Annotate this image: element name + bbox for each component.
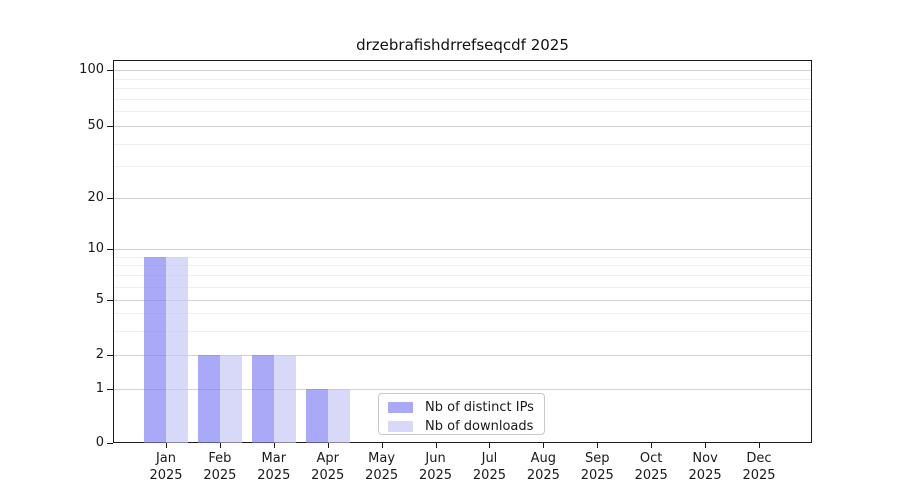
bar-downloads — [327, 389, 350, 443]
minor-gridline — [114, 98, 811, 100]
minor-gridline — [114, 275, 811, 277]
bar-distinct-ips — [251, 355, 274, 443]
x-tick-label: Apr 2025 — [311, 451, 345, 483]
x-tick-label: Jun 2025 — [418, 451, 453, 483]
y-tick-mark — [107, 355, 113, 356]
y-tick-label: 2 — [95, 347, 104, 362]
x-tick-mark — [166, 443, 167, 448]
minor-gridline — [114, 78, 811, 80]
y-tick-label: 50 — [87, 118, 104, 133]
y-tick-mark — [107, 389, 113, 390]
y-tick-mark — [107, 249, 113, 250]
y-tick-label: 100 — [79, 62, 104, 77]
x-tick-label: Sep 2025 — [580, 451, 614, 483]
y-tick-label: 1 — [95, 381, 104, 396]
minor-gridline — [114, 88, 811, 90]
legend: Nb of distinct IPs Nb of downloads — [378, 393, 545, 435]
x-tick-label: Nov 2025 — [688, 451, 722, 483]
bar-downloads — [166, 256, 188, 443]
minor-gridline — [114, 111, 811, 113]
bar-distinct-ips — [197, 355, 220, 443]
x-tick-label: Dec 2025 — [742, 451, 776, 483]
x-tick-label: Aug 2025 — [526, 451, 560, 483]
legend-item: Nb of distinct IPs — [388, 399, 544, 415]
bar-downloads — [273, 355, 296, 443]
legend-swatch — [388, 401, 413, 413]
y-tick-mark — [107, 198, 113, 199]
x-tick-mark — [219, 443, 221, 448]
minor-gridline — [114, 143, 811, 145]
legend-label: Nb of downloads — [425, 418, 534, 434]
bar-distinct-ips — [305, 389, 328, 443]
x-tick-mark — [381, 443, 383, 448]
x-tick-mark — [543, 443, 545, 448]
bar-distinct-ips — [144, 256, 166, 443]
x-tick-label: May 2025 — [365, 451, 399, 483]
x-tick-mark — [435, 443, 437, 448]
x-tick-label: Oct 2025 — [634, 451, 668, 483]
x-tick-label: Jul 2025 — [472, 451, 506, 483]
major-gridline — [114, 355, 811, 356]
major-gridline — [114, 389, 811, 390]
major-gridline — [114, 300, 811, 301]
y-tick-mark — [107, 70, 113, 71]
y-tick-label: 10 — [87, 241, 104, 256]
x-tick-mark — [759, 443, 760, 448]
chart-title: drzebrafishdrrefseqcdf 2025 — [356, 36, 569, 54]
y-tick-mark — [107, 300, 113, 301]
minor-gridline — [114, 166, 811, 168]
legend-label: Nb of distinct IPs — [425, 399, 534, 415]
major-gridline — [114, 249, 811, 250]
legend-item: Nb of downloads — [388, 418, 544, 434]
minor-gridline — [114, 265, 811, 267]
x-tick-mark — [489, 443, 491, 448]
x-tick-mark — [651, 443, 653, 448]
x-tick-mark — [597, 443, 599, 448]
x-tick-label: Mar 2025 — [257, 451, 291, 483]
major-gridline — [114, 70, 811, 71]
y-tick-label: 5 — [95, 292, 104, 307]
minor-gridline — [114, 330, 811, 332]
x-tick-mark — [327, 443, 329, 448]
major-gridline — [114, 198, 811, 199]
minor-gridline — [114, 286, 811, 288]
x-tick-label: Jan 2025 — [149, 451, 183, 483]
x-tick-mark — [705, 443, 707, 448]
legend-swatch — [388, 420, 413, 432]
y-tick-mark — [107, 126, 113, 127]
y-tick-mark — [107, 443, 113, 444]
y-tick-label: 20 — [87, 190, 104, 205]
x-tick-label: Feb 2025 — [203, 451, 237, 483]
y-tick-label: 0 — [95, 435, 104, 450]
minor-gridline — [114, 313, 811, 315]
minor-gridline — [114, 256, 811, 258]
x-tick-mark — [273, 443, 275, 448]
major-gridline — [114, 126, 811, 127]
bar-downloads — [219, 355, 242, 443]
